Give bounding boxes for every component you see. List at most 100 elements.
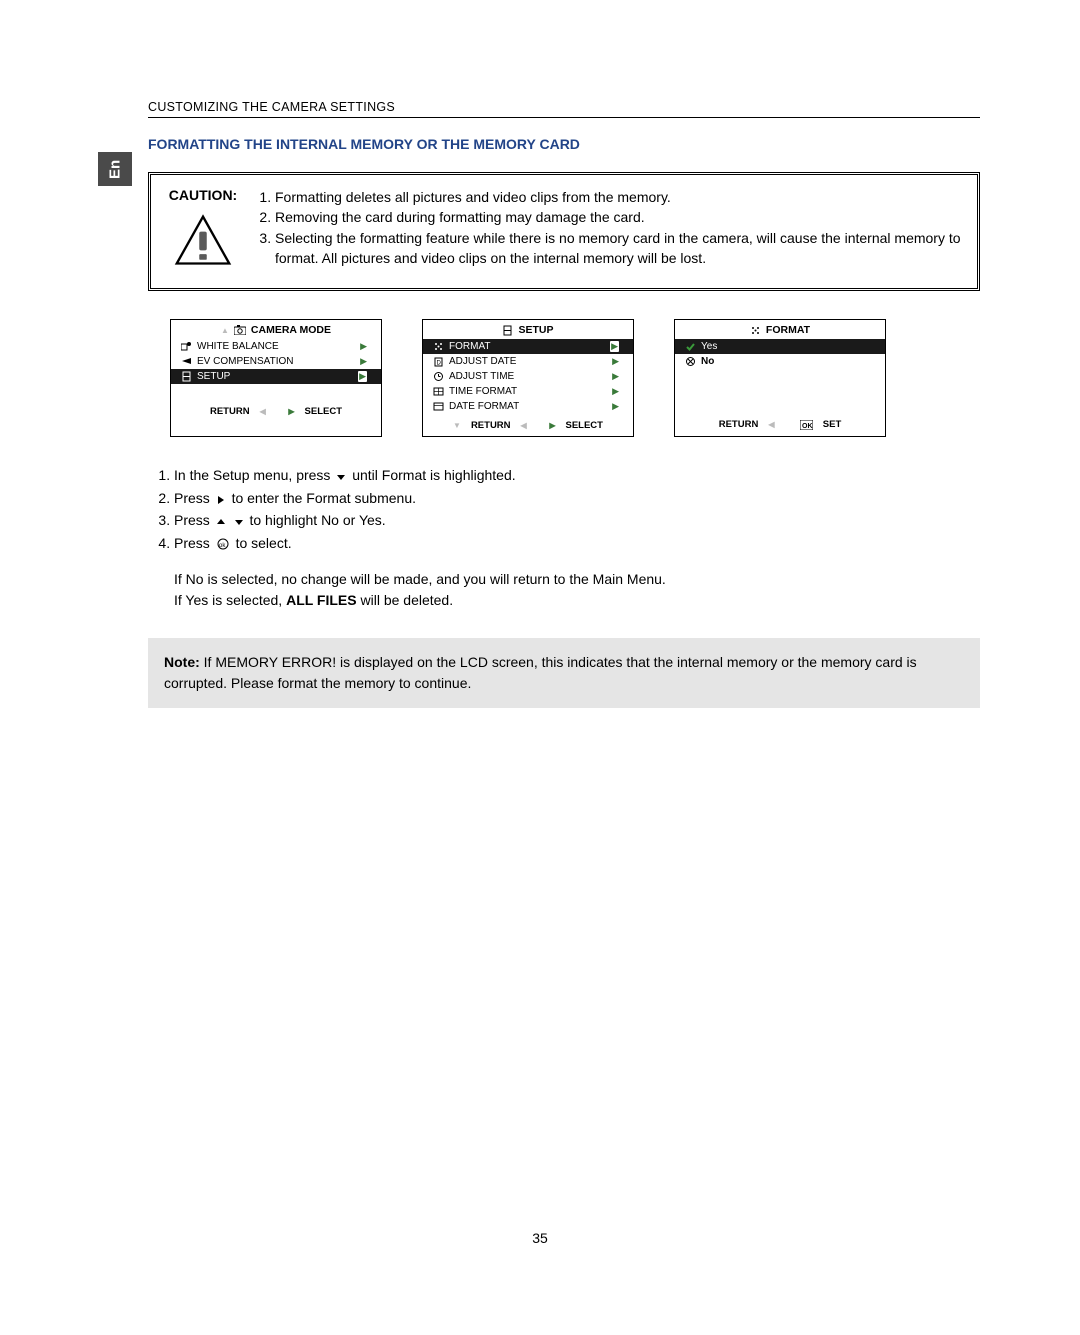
menu-item-label: ADJUST DATE xyxy=(449,356,516,367)
up-arrow-icon xyxy=(216,517,226,527)
menu-item-white-balance[interactable]: WHITE BALANCE ▶ xyxy=(171,339,381,354)
camera-icon xyxy=(234,325,246,335)
caution-item: Removing the card during formatting may … xyxy=(275,207,961,227)
menu-footer: RETURN ◀ ▶ SELECT xyxy=(171,400,381,422)
datefmt-icon xyxy=(433,401,444,412)
menu-screen-camera-mode: ▲ CAMERA MODE WHITE BALANCE ▶ xyxy=(170,319,382,437)
format-icon xyxy=(750,325,761,336)
date-icon: D xyxy=(433,356,444,367)
timefmt-icon xyxy=(433,386,444,397)
menu-item-setup[interactable]: SETUP ▶ xyxy=(171,369,381,384)
up-triangle-icon: ▲ xyxy=(221,326,229,335)
menu-item-adjust-date[interactable]: D ADJUST DATE ▶ xyxy=(423,354,633,369)
menu-title-text: FORMAT xyxy=(766,324,810,336)
step-sub-no: If No is selected, no change will be mad… xyxy=(174,569,980,591)
step-item: Press to enter the Format submenu. xyxy=(174,488,980,510)
right-arrow-icon xyxy=(216,495,226,505)
menu-item-label: WHITE BALANCE xyxy=(197,341,279,352)
left-triangle-icon: ◀ xyxy=(521,421,527,430)
menu-item-label: SETUP xyxy=(197,371,230,382)
submenu-arrow-icon: ▶ xyxy=(360,356,367,367)
menu-item-label: No xyxy=(701,356,714,367)
menu-item-label: DATE FORMAT xyxy=(449,401,519,412)
page-number: 35 xyxy=(0,1230,1080,1246)
step-item: Press ok to select. xyxy=(174,533,980,555)
check-icon xyxy=(685,341,696,352)
submenu-arrow-icon: ▶ xyxy=(612,356,619,367)
svg-text:OK: OK xyxy=(802,423,813,430)
menu-title-text: SETUP xyxy=(518,324,553,336)
submenu-arrow-icon: ▶ xyxy=(360,341,367,352)
menu-item-label: EV COMPENSATION xyxy=(197,356,294,367)
set-label: SET xyxy=(823,419,841,430)
wb-icon xyxy=(181,341,192,352)
menu-title-text: CAMERA MODE xyxy=(251,324,331,336)
step-item: Press to highlight No or Yes. xyxy=(174,510,980,532)
return-label: RETURN xyxy=(719,419,759,430)
step-sub-yes: If Yes is selected, ALL FILES will be de… xyxy=(174,590,980,612)
submenu-arrow-icon: ▶ xyxy=(610,341,619,352)
ok-button-icon: ok xyxy=(216,538,230,550)
menu-item-adjust-time[interactable]: ADJUST TIME ▶ xyxy=(423,369,633,384)
page-content: CUSTOMIZING THE CAMERA SETTINGS FORMATTI… xyxy=(0,0,1080,708)
return-label: RETURN xyxy=(210,406,250,417)
menu-item-ev-compensation[interactable]: EV COMPENSATION ▶ xyxy=(171,354,381,369)
return-label: RETURN xyxy=(471,420,511,431)
menu-item-label: FORMAT xyxy=(449,341,490,352)
caution-label: CAUTION: xyxy=(167,187,239,203)
note-box: Note: If MEMORY ERROR! is displayed on t… xyxy=(148,638,980,708)
ev-icon xyxy=(181,356,192,367)
menu-item-time-format[interactable]: TIME FORMAT ▶ xyxy=(423,384,633,399)
caution-item: Selecting the formatting feature while t… xyxy=(275,228,961,269)
setup-icon xyxy=(502,325,513,336)
menu-items: WHITE BALANCE ▶ EV COMPENSATION ▶ xyxy=(171,339,381,400)
menu-screen-format: FORMAT Yes No xyxy=(674,319,886,437)
menu-item-date-format[interactable]: DATE FORMAT ▶ xyxy=(423,399,633,414)
submenu-arrow-icon: ▶ xyxy=(612,401,619,412)
menu-footer: ▼ RETURN ◀ ▶ SELECT xyxy=(423,414,633,436)
submenu-arrow-icon: ▶ xyxy=(358,371,367,382)
menu-title: ▲ CAMERA MODE xyxy=(171,320,381,339)
right-triangle-icon: ▶ xyxy=(288,407,294,416)
menu-screens-row: ▲ CAMERA MODE WHITE BALANCE ▶ xyxy=(170,319,980,437)
step-item: In the Setup menu, press until Format is… xyxy=(174,465,980,487)
menu-item-yes[interactable]: Yes xyxy=(675,339,885,354)
caution-item: Formatting deletes all pictures and vide… xyxy=(275,187,961,207)
menu-item-label: TIME FORMAT xyxy=(449,386,517,397)
menu-screen-setup: SETUP FORMAT ▶ D xyxy=(422,319,634,437)
submenu-arrow-icon: ▶ xyxy=(612,386,619,397)
caution-triangle-icon xyxy=(167,211,239,276)
caution-left: CAUTION: xyxy=(167,187,239,276)
caution-list: Formatting deletes all pictures and vide… xyxy=(249,187,961,276)
down-triangle-icon: ▼ xyxy=(453,421,461,430)
menu-items: FORMAT ▶ D ADJUST DATE ▶ xyxy=(423,339,633,414)
steps-list: In the Setup menu, press until Format is… xyxy=(148,465,980,555)
section-title: FORMATTING THE INTERNAL MEMORY OR THE ME… xyxy=(148,136,980,152)
svg-text:ok: ok xyxy=(219,543,226,549)
menu-item-no[interactable]: No xyxy=(675,354,885,369)
note-text: If MEMORY ERROR! is displayed on the LCD… xyxy=(164,654,917,691)
menu-item-label: ADJUST TIME xyxy=(449,371,514,382)
menu-item-label: Yes xyxy=(701,341,717,352)
left-triangle-icon: ◀ xyxy=(260,407,266,416)
menu-title: FORMAT xyxy=(675,320,885,339)
down-arrow-icon xyxy=(234,517,244,527)
menu-item-format[interactable]: FORMAT ▶ xyxy=(423,339,633,354)
menu-items: Yes No xyxy=(675,339,885,413)
header-breadcrumb: CUSTOMIZING THE CAMERA SETTINGS xyxy=(148,100,980,118)
format-icon xyxy=(433,341,444,352)
time-icon xyxy=(433,371,444,382)
caution-box: CAUTION: Formatting deletes all pictures… xyxy=(148,172,980,291)
left-triangle-icon: ◀ xyxy=(768,420,774,429)
submenu-arrow-icon: ▶ xyxy=(612,371,619,382)
menu-title: SETUP xyxy=(423,320,633,339)
select-label: SELECT xyxy=(565,420,602,431)
down-arrow-icon xyxy=(336,472,346,482)
ok-icon: OK xyxy=(800,420,813,430)
setup-icon xyxy=(181,371,192,382)
menu-footer: RETURN ◀ OK SET xyxy=(675,413,885,435)
right-triangle-icon: ▶ xyxy=(549,421,555,430)
select-label: SELECT xyxy=(305,406,342,417)
svg-text:D: D xyxy=(437,361,442,367)
note-label: Note: xyxy=(164,654,200,670)
